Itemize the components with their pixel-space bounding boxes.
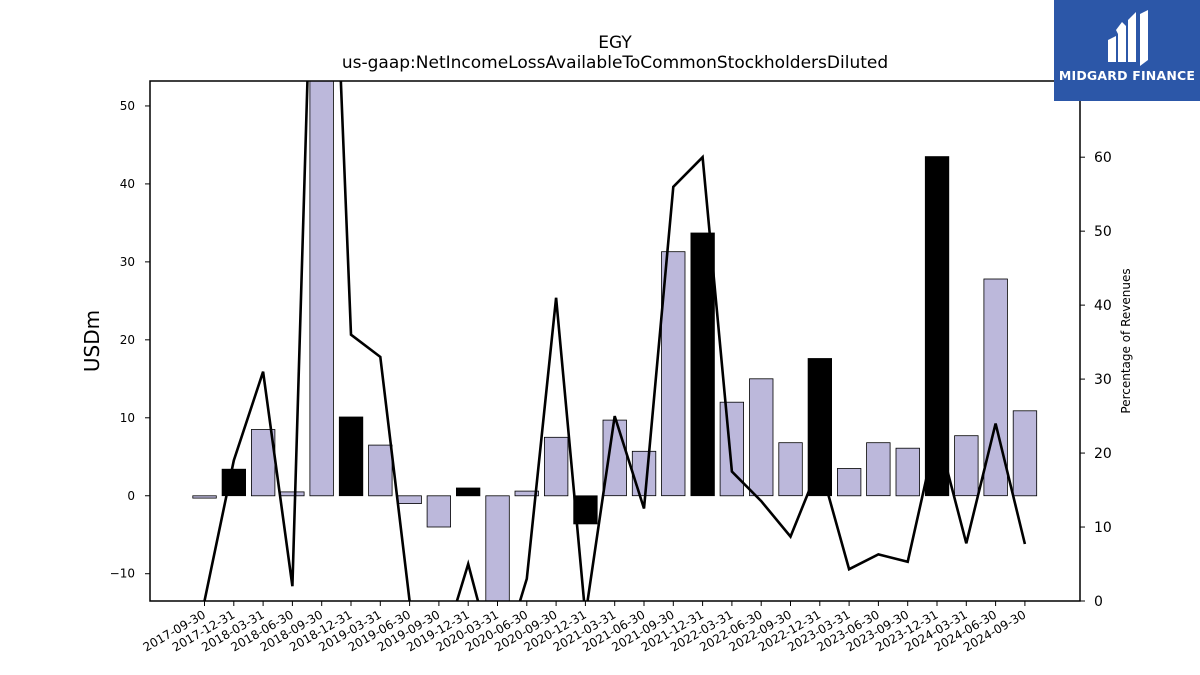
y-axis-left: −10 0 10 20 30 40 50 (110, 99, 150, 581)
y2-axis-label: Percentage of Revenues (1119, 268, 1133, 413)
y-tick-label: 30 (120, 255, 135, 269)
bar-2020-12-31 (573, 495, 598, 525)
bar-2022-03-31 (719, 401, 744, 497)
bar-2021-12-31 (690, 232, 715, 497)
y-tick-label: 20 (120, 333, 135, 347)
logo-mark-icon (1108, 10, 1148, 66)
line-series (203, 81, 1027, 601)
bar-2020-06-30 (514, 490, 539, 497)
bar-2024-03-31 (954, 435, 979, 497)
y-tick-label: 0 (127, 489, 135, 503)
percentage-line (203, 81, 1027, 601)
bar-2019-03-31 (368, 444, 393, 497)
y2-tick-label: 40 (1094, 298, 1112, 314)
y-tick-label: 50 (120, 99, 135, 113)
y-tick-label: 10 (120, 411, 135, 425)
bar-2024-09-30 (1012, 410, 1038, 497)
bar-2021-09-30 (661, 251, 686, 497)
bar-2023-06-30 (866, 442, 891, 497)
bar-2019-12-31 (455, 487, 481, 497)
y-tick-label: 40 (120, 177, 135, 191)
bar-2024-06-30 (983, 278, 1008, 497)
y2-tick-label: 30 (1094, 372, 1112, 388)
y-tick-label: −10 (110, 567, 135, 581)
bar-2019-06-30 (397, 495, 422, 504)
bar-2017-12-31 (221, 468, 247, 497)
bar-2022-12-31 (807, 358, 832, 497)
bar-2018-09-30 (309, 81, 334, 497)
chart-title: EGY (598, 33, 632, 53)
bar-2022-06-30 (749, 378, 774, 497)
y-axis-label: USDm (80, 310, 104, 372)
bar-series (192, 81, 1038, 601)
y2-tick-label: 10 (1094, 520, 1112, 536)
bar-2019-09-30 (426, 495, 452, 528)
bar-2023-03-31 (837, 468, 862, 497)
bar-2023-09-30 (895, 447, 920, 497)
midgard-finance-logo: MIDGARD FINANCE (1054, 0, 1200, 101)
bar-2017-09-30 (192, 495, 217, 499)
bar-2021-06-30 (631, 450, 657, 497)
x-axis: 2017-09-302017-12-312018-03-312018-06-30… (141, 601, 1028, 654)
y2-tick-label: 0 (1094, 594, 1103, 610)
bar-2020-03-31 (485, 495, 510, 601)
bar-2021-03-31 (602, 419, 627, 497)
bar-2020-09-30 (544, 436, 569, 497)
bar-2018-12-31 (338, 416, 364, 497)
chart-subtitle: us-gaap:NetIncomeLossAvailableToCommonSt… (342, 53, 888, 73)
bar-2018-06-30 (280, 491, 305, 497)
y2-tick-label: 50 (1094, 224, 1112, 240)
y2-tick-label: 60 (1094, 150, 1112, 166)
y-axis-right: 010203040506070 (1080, 76, 1112, 610)
y2-tick-label: 20 (1094, 446, 1112, 462)
bar-2023-12-31 (924, 156, 950, 497)
logo-text: MIDGARD FINANCE (1058, 68, 1196, 83)
bar-2022-09-30 (778, 442, 803, 497)
